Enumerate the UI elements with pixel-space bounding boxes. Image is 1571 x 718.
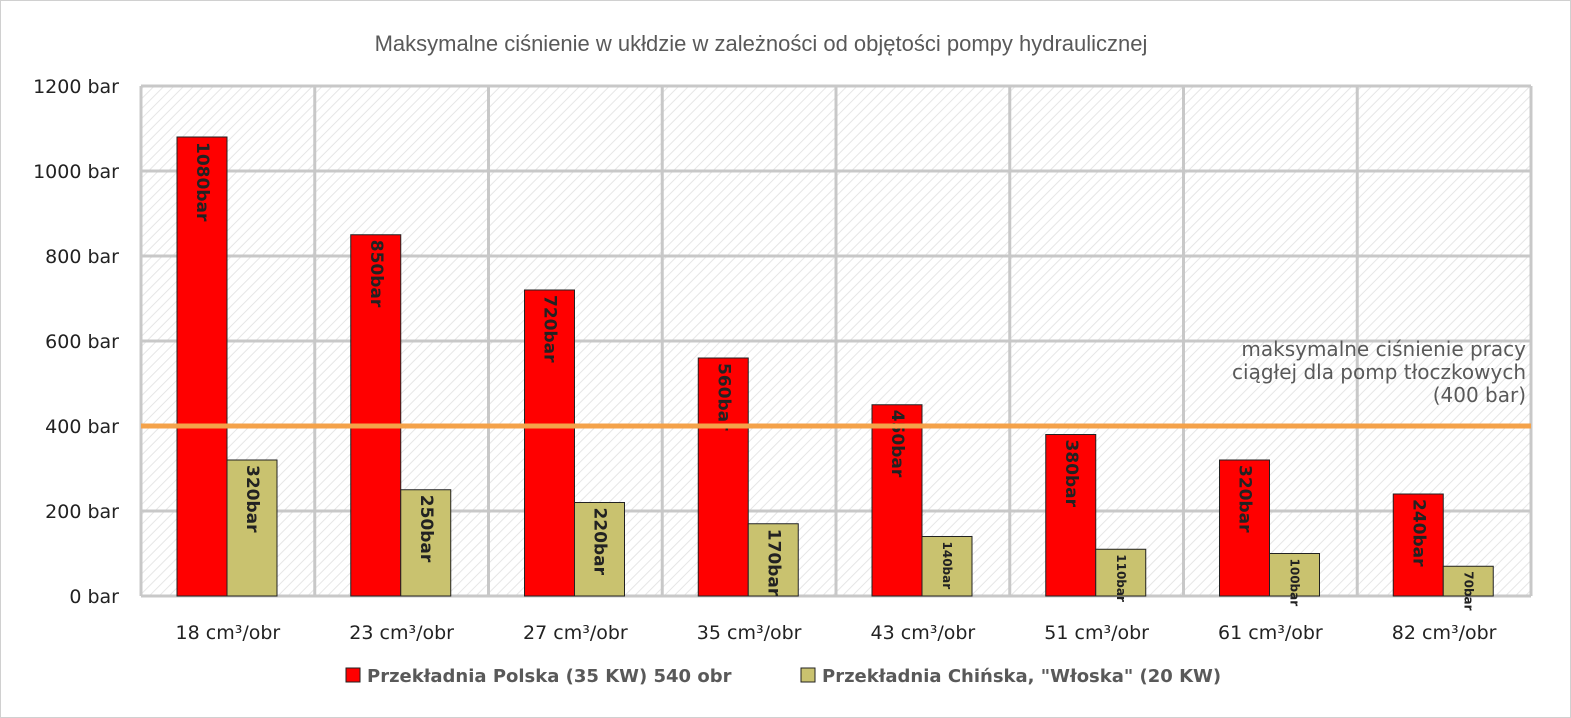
bar-label-polska: 380bar (1061, 440, 1081, 508)
bar-polska (1219, 459, 1270, 597)
chart-title: Maksymalne ciśnienie w ukłdzie w zależno… (375, 31, 1148, 56)
x-tick-label: 43 cm³/obr (871, 622, 976, 644)
y-tick-label: 0 bar (69, 586, 119, 608)
legend-swatch-polska (345, 667, 361, 683)
bar-label-polska: 560bar (713, 363, 733, 431)
bar-label-polska: 850bar (366, 240, 386, 308)
y-tick-label: 400 bar (45, 416, 119, 438)
bar-label-chinska: 220bar (590, 508, 610, 576)
bar-label-chinska: 70bar (1461, 571, 1475, 610)
bar-label-polska: 720bar (540, 295, 560, 363)
bar-chinska (1269, 553, 1320, 597)
bar-label-polska: 1080bar (192, 142, 212, 222)
bar-chinska (574, 502, 625, 597)
bar-polska (524, 289, 575, 597)
bar-chinska (400, 489, 452, 597)
reference-line-label: ciągłej dla pomp tłoczkowych (1232, 360, 1526, 384)
x-axis-categories: 18 cm³/obr 23 cm³/obr 27 cm³/obr 35 cm³/obr… (176, 622, 1497, 644)
bar-label-polska: 450bar (887, 410, 907, 478)
x-tick-label: 82 cm³/obr (1392, 622, 1497, 644)
bar-label-chinska: 250bar (416, 495, 436, 563)
y-tick-label: 600 bar (45, 331, 119, 353)
bar-polska (1392, 493, 1444, 597)
bar-polska (1045, 434, 1097, 597)
bar-chinska (1095, 548, 1147, 597)
bar-polska (350, 234, 402, 597)
bar-label-polska: 320bar (1235, 465, 1255, 533)
x-tick-label: 18 cm³/obr (176, 622, 281, 644)
x-tick-label: 35 cm³/obr (697, 622, 802, 644)
x-tick-label: 23 cm³/obr (349, 622, 454, 644)
bar-label-chinska: 100bar (1288, 559, 1302, 607)
bar-polska (871, 404, 923, 597)
x-tick-label: 61 cm³/obr (1218, 622, 1323, 644)
legend: Przekładnia Polska (35 KW) 540 obr Przek… (345, 666, 1221, 687)
y-tick-label: 800 bar (45, 246, 119, 268)
bar-label-polska: 240bar (1408, 499, 1428, 567)
bar-polska (176, 136, 228, 597)
bar-chinska (921, 536, 973, 597)
legend-label-polska: Przekładnia Polska (35 KW) 540 obr (367, 666, 732, 687)
bar-label-chinska: 170bar (763, 529, 783, 597)
reference-line-label: (400 bar) (1433, 383, 1526, 407)
legend-label-chinska: Przekładnia Chińska, "Włoska" (20 KW) (822, 666, 1221, 687)
y-tick-label: 200 bar (45, 501, 119, 523)
bar-chinska (226, 459, 278, 597)
y-axis-ticks: 0 bar 200 bar 400 bar 600 bar 800 bar 1000 ba… (33, 76, 119, 608)
x-tick-label: 27 cm³/obr (523, 622, 628, 644)
bar-polska (697, 357, 749, 597)
reference-line-label: maksymalne ciśnienie pracy (1241, 337, 1526, 361)
bars: 1080bar 320bar 850bar 250bar 720bar 220bar 560… (176, 136, 1494, 611)
bar-label-chinska: 140bar (940, 542, 954, 590)
y-tick-label: 1000 bar (33, 161, 119, 183)
y-tick-label: 1200 bar (33, 76, 119, 98)
bar-label-chinska: 110bar (1114, 554, 1128, 602)
legend-swatch-chinska (800, 667, 816, 683)
bar-label-chinska: 320bar (242, 465, 262, 533)
bar-chinska (1442, 565, 1494, 597)
x-tick-label: 51 cm³/obr (1044, 622, 1149, 644)
bar-chinska (747, 523, 799, 597)
